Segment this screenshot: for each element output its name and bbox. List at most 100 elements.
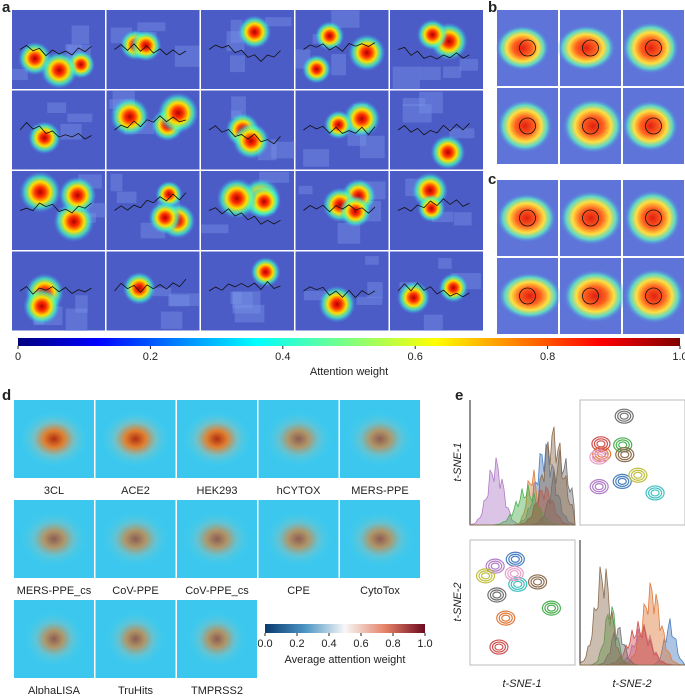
patch xyxy=(109,99,121,109)
cluster-contour xyxy=(504,565,524,582)
attention-blob xyxy=(559,190,623,246)
patch xyxy=(453,212,472,226)
attention-blob xyxy=(110,97,150,137)
cluster-contour xyxy=(594,453,604,461)
attention-blob xyxy=(624,190,681,246)
attention-blob xyxy=(20,411,88,467)
molecule xyxy=(303,286,376,299)
patch xyxy=(230,19,243,43)
attention-blob xyxy=(264,511,333,567)
cluster-contour xyxy=(478,570,493,582)
patch xyxy=(229,55,245,73)
cluster-contour xyxy=(490,562,500,570)
target-label: hCYTOX xyxy=(277,485,321,497)
molecule xyxy=(19,121,92,140)
attention-blob xyxy=(622,22,679,74)
molecule xyxy=(303,125,376,136)
cluster-contour xyxy=(489,589,504,601)
molecule xyxy=(208,280,281,292)
patch xyxy=(75,295,88,313)
cluster-contour xyxy=(617,410,632,422)
attention-blob xyxy=(250,257,281,287)
attention-blob xyxy=(216,178,257,219)
cluster-contour xyxy=(475,568,496,584)
cluster-contour xyxy=(592,481,607,493)
patch xyxy=(402,97,426,107)
cluster-contour xyxy=(589,479,609,495)
cluster-contour xyxy=(510,555,520,563)
patch xyxy=(168,295,190,307)
cluster-contour xyxy=(647,487,663,499)
molecule xyxy=(208,207,281,225)
molecule xyxy=(397,46,470,60)
colorbar xyxy=(18,338,680,346)
patch xyxy=(431,211,454,223)
target-label: CytoTox xyxy=(360,585,400,597)
tick-label: 0.2 xyxy=(143,351,158,363)
attention-blob xyxy=(130,30,162,62)
molecule xyxy=(645,209,662,227)
cluster-contour xyxy=(617,477,627,486)
cluster-contour xyxy=(617,449,632,461)
tick-label: 0.8 xyxy=(385,638,400,650)
axis-label: t-SNE-2 xyxy=(612,678,651,690)
attention-blob xyxy=(183,411,251,467)
attention-blob xyxy=(148,201,182,235)
patch xyxy=(67,113,93,123)
cluster-contour xyxy=(591,451,607,463)
attention-blob xyxy=(348,34,386,72)
colorbar-label: Average attention weight xyxy=(285,654,406,666)
molecule xyxy=(582,117,599,135)
cluster-contour xyxy=(487,587,507,603)
molecule xyxy=(582,287,599,305)
tick-label: 0.8 xyxy=(540,351,555,363)
target-label: MERS-PPE xyxy=(351,485,408,497)
attention-blob xyxy=(314,21,345,51)
cluster-contour xyxy=(612,473,632,490)
target-label: TruHits xyxy=(118,685,154,694)
attention-blob xyxy=(430,134,466,170)
cluster-contour xyxy=(501,614,511,622)
tick-label: 0.4 xyxy=(321,638,336,650)
attention-blob xyxy=(624,268,685,324)
attention-blob xyxy=(324,110,354,140)
patch xyxy=(60,123,82,140)
patch xyxy=(169,293,200,306)
density-curve xyxy=(470,426,576,526)
attention-blob xyxy=(101,511,170,567)
axis-label: t-SNE-1 xyxy=(502,678,541,690)
cluster-contour xyxy=(510,578,525,590)
panel-label: b xyxy=(488,0,497,16)
attention-blob xyxy=(264,411,333,467)
cluster-contour xyxy=(544,602,559,614)
attention-blob xyxy=(496,193,557,243)
patch xyxy=(271,141,295,159)
colorbar-label: Attention weight xyxy=(310,366,388,378)
panel-label: d xyxy=(2,387,11,404)
patch xyxy=(234,304,265,323)
patch xyxy=(298,185,313,195)
patch xyxy=(303,149,330,167)
patch xyxy=(259,171,290,183)
cluster-contour xyxy=(508,553,523,565)
cluster-contour xyxy=(650,489,660,497)
cluster-contour xyxy=(496,610,516,626)
attention-blob xyxy=(19,171,61,213)
patch xyxy=(331,10,360,28)
molecule xyxy=(582,209,599,227)
patch xyxy=(402,104,432,123)
attention-blob xyxy=(622,100,678,152)
attention-blob xyxy=(187,611,247,667)
panel-label: a xyxy=(2,0,11,16)
molecule xyxy=(19,202,92,214)
attention-blob xyxy=(23,287,61,325)
patch xyxy=(231,96,246,119)
patch xyxy=(47,102,67,113)
cluster-contour xyxy=(614,408,634,424)
attention-blob xyxy=(24,611,84,667)
cluster-contour xyxy=(507,567,522,580)
cluster-contour xyxy=(513,580,523,588)
target-label: HEK293 xyxy=(197,485,238,497)
cluster-contour xyxy=(594,483,604,491)
attention-blob xyxy=(122,271,156,305)
